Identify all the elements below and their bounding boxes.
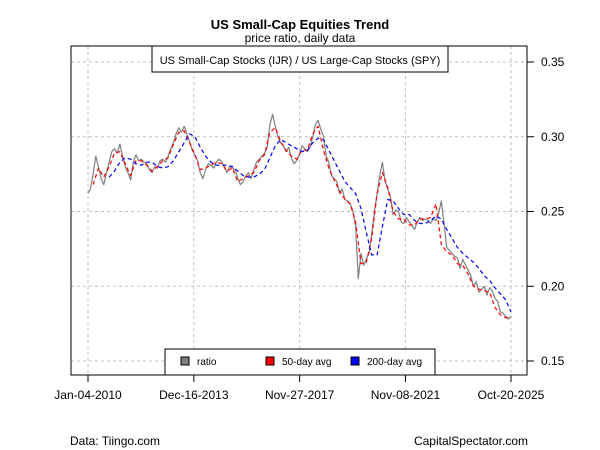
x-tick-label: Nov-08-2021 <box>371 388 441 402</box>
chart-subtitle: price ratio, daily data <box>245 31 356 45</box>
legend-entry: 200-day avg <box>350 356 422 368</box>
y-axis: 0.15 0.20 0.25 0.30 0.35 <box>526 55 565 368</box>
legend-swatch <box>350 356 360 366</box>
y-tick-label: 0.25 <box>541 205 565 219</box>
x-tick-label: Jan-04-2010 <box>54 388 122 402</box>
legend-label: 200-day avg <box>367 357 422 368</box>
chart-title: US Small-Cap Equities Trend <box>211 17 389 32</box>
legend: ratio 50-day avg 200-day avg <box>164 348 436 376</box>
legend-swatch <box>180 356 190 366</box>
footer-source: Data: Tiingo.com <box>70 434 160 448</box>
legend-label: 50-day avg <box>282 357 331 368</box>
x-tick-label: Oct-20-2025 <box>478 388 545 402</box>
series-label: US Small-Cap Stocks (IJR) / US Large-Cap… <box>160 55 441 67</box>
y-tick-label: 0.30 <box>541 130 565 144</box>
legend-entry: ratio <box>180 356 217 368</box>
x-tick-label: Nov-27-2017 <box>265 388 335 402</box>
legend-frame <box>164 348 436 376</box>
x-axis: Jan-04-2010 Dec-16-2013 Nov-27-2017 Nov-08-… <box>54 374 545 402</box>
legend-label: ratio <box>197 357 217 368</box>
x-tick-label: Dec-16-2013 <box>159 388 229 402</box>
series-layer <box>87 113 512 320</box>
y-tick-label: 0.20 <box>541 279 565 293</box>
y-tick-label: 0.15 <box>541 354 565 368</box>
ma50-line <box>92 125 511 319</box>
legend-entry: 50-day avg <box>265 356 331 368</box>
footer-credit: CapitalSpectator.com <box>414 434 528 448</box>
ma200-line <box>108 133 512 312</box>
y-tick-label: 0.35 <box>541 55 565 69</box>
series-label-frame <box>151 45 449 73</box>
series-label-box: US Small-Cap Stocks (IJR) / US Large-Cap… <box>151 45 449 73</box>
legend-swatch <box>265 356 275 366</box>
